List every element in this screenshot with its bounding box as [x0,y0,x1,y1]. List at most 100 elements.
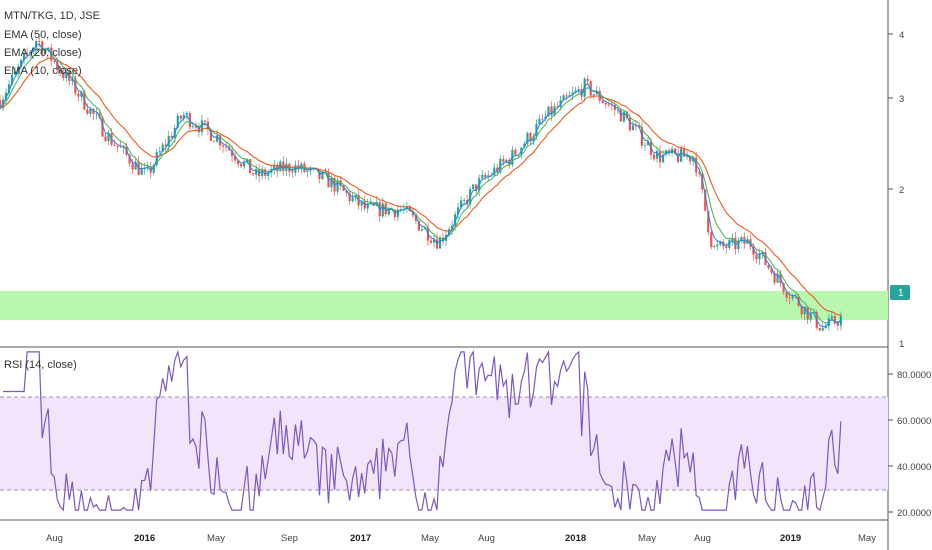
candle-body [683,148,686,157]
rsi-tick-40: 40.0000 [897,462,931,473]
candle-body [830,316,833,319]
candle-body [240,164,243,167]
candle-body [62,72,65,78]
candle-body [185,113,188,115]
candle-body [438,237,442,249]
candle-body [38,41,41,42]
candle-body [809,312,812,320]
candle-body [550,106,553,116]
candle-body [562,95,565,101]
candle-body [77,93,80,97]
candle-body [131,163,134,170]
candle-body [212,140,216,142]
candle-body [502,158,505,162]
candle-body [818,327,821,331]
ema50-line [0,57,841,316]
legend-rsi: RSI (14, close) [4,359,77,371]
candle-body [463,199,466,201]
candle-body [791,295,794,299]
candle-body [734,237,737,249]
candle-body [538,118,541,125]
candle-body [746,239,749,244]
candle-body [366,203,369,209]
candle-body [589,81,592,96]
candle-body [450,225,454,230]
candle-body [236,160,240,165]
candle-body [487,175,490,178]
candle-body [481,174,484,179]
candle-body [692,157,695,162]
candle-body [182,114,185,119]
candle-body [824,326,827,329]
ema20-line [0,48,842,324]
candle-body [770,268,773,273]
rsi-band [0,397,888,490]
candle-body [710,232,713,248]
rsi-tick-20: 20.0000 [897,508,931,519]
x-tick-aug-2017: Aug [478,533,495,544]
candle-body [664,150,668,155]
candle-body [592,94,595,96]
candle-body [176,115,179,129]
candle-body [10,74,14,85]
rsi-axis-ticks: 80.0000 60.0000 40.0000 20.0000 [888,370,931,519]
candle-body [583,78,586,97]
candle-body [140,168,143,175]
candle-body [673,148,677,154]
candle-body [604,103,607,105]
candle-body [547,106,550,117]
candle-body [607,104,610,106]
candle-body [803,306,806,315]
candle-body [788,297,791,299]
candle-body [619,109,622,122]
candle-body [161,144,164,152]
candle-body [526,133,529,144]
candle-body [767,264,770,269]
candle-body [348,192,351,202]
candle-body [360,201,363,206]
candle-body [610,104,613,106]
candle-body [514,149,517,155]
candle-body [773,272,776,283]
candle-body [616,109,619,111]
candle-body [227,146,231,151]
candle-body [556,106,559,107]
candle-body [342,185,345,191]
candle-body [243,161,246,167]
candle-body [652,154,656,159]
candle-body [631,125,635,131]
candle-body [565,95,568,97]
candle-body [53,60,56,62]
rsi-tick-80: 80.0000 [897,370,931,381]
rsi-tick-60: 60.0000 [897,416,931,427]
candle-body [755,254,758,260]
candle-body [288,163,291,172]
candle-body [622,111,625,122]
x-tick-may-2016: May [207,533,225,544]
candle-body [523,143,526,148]
candle-body [35,41,38,48]
candle-body [336,180,339,192]
candle-body [7,84,11,93]
candle-body [224,146,228,148]
candle-body [95,113,98,115]
time-axis-ticks: Aug 2016 May Sep 2017 May Aug 2018 May A… [46,533,876,544]
candle-body [601,100,604,104]
candle-body [743,237,746,244]
candle-body [728,240,731,248]
candle-body [472,184,475,190]
candle-body [209,129,213,141]
candle-body [306,170,309,173]
candle-body [634,125,638,127]
candle-body [252,173,255,175]
candle-body [71,78,74,82]
x-tick-2017: 2017 [350,533,371,544]
candle-body [432,239,436,243]
candle-body [704,189,707,211]
candle-body [460,200,463,208]
candle-body [496,167,499,173]
candle-body [655,150,659,159]
candle-body [414,215,418,221]
last-price-marker [890,285,910,300]
